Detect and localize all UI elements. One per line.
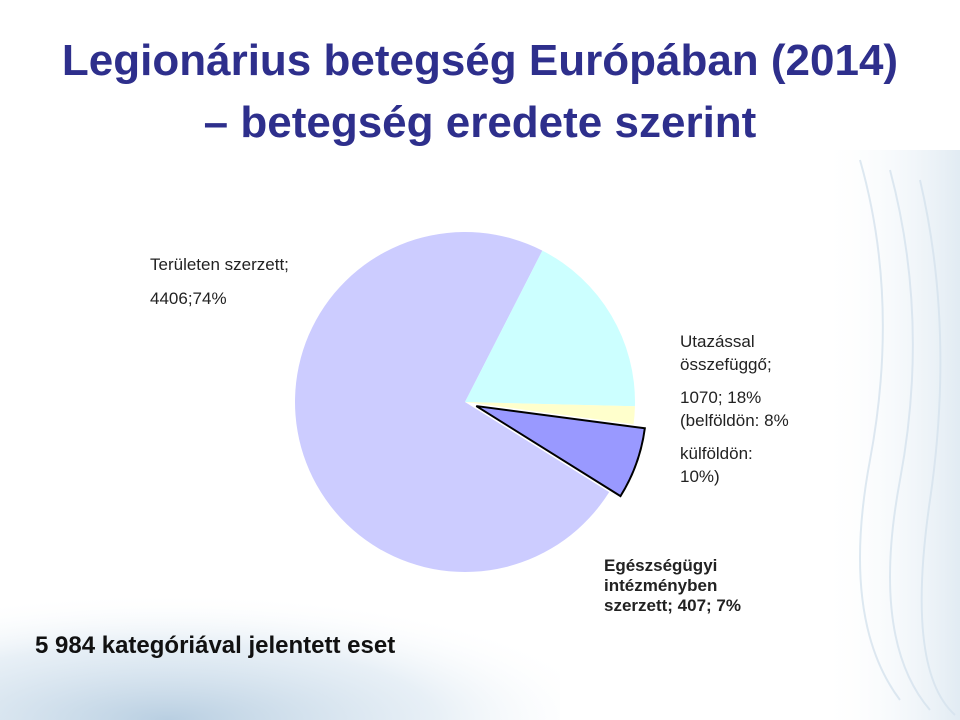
slice-label-utazas-name-1: Utazással xyxy=(680,332,755,351)
slice-label-utazas-value: 1070; 18% xyxy=(680,388,762,407)
slice-label-utazas-abroad-1: külföldön: xyxy=(680,444,753,463)
slice-label-egeszseg: Egészségügyi intézményben szerzett; 407;… xyxy=(604,556,741,616)
slice-label-utazas: Utazással összefüggő; 1070; 18% (belföld… xyxy=(680,330,789,488)
pie-slice-0 xyxy=(294,232,610,573)
slice-label-utazas-name-2: összefüggő; xyxy=(680,355,772,374)
pie-slice-3 xyxy=(475,405,646,498)
slice-label-terulet-name: Területen szerzett; xyxy=(150,255,289,274)
slice-label-egeszseg-value: szerzett; 407; 7% xyxy=(604,596,742,615)
slice-label-egeszseg-name-2: intézményben xyxy=(604,576,718,595)
slice-label-utazas-abroad-2: 10%) xyxy=(680,467,720,486)
pie-slice-1 xyxy=(465,250,635,407)
case-count-footnote: 5 984 kategóriával jelentett eset xyxy=(35,632,396,659)
slide-title-line2: – betegség eredete szerint xyxy=(203,98,757,147)
slice-label-utazas-domestic: (belföldön: 8% xyxy=(680,411,789,430)
slice-label-terulet-value: 4406;74% xyxy=(150,289,227,308)
slice-label-terulet: Területen szerzett; 4406;74% xyxy=(150,254,289,310)
slice-label-egeszseg-name-1: Egészségügyi xyxy=(604,556,718,575)
slide-title-line1: Legionárius betegség Európában (2014) xyxy=(61,36,899,85)
pie-slice-2 xyxy=(465,402,635,425)
